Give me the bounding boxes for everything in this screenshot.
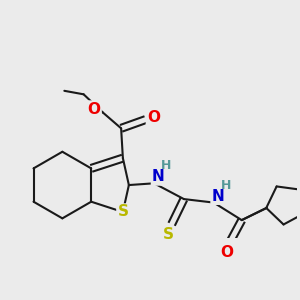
Text: N: N xyxy=(152,169,165,184)
Text: S: S xyxy=(163,227,174,242)
Text: S: S xyxy=(117,205,128,220)
Text: H: H xyxy=(161,159,172,172)
Text: O: O xyxy=(220,245,233,260)
Text: O: O xyxy=(147,110,160,125)
Text: O: O xyxy=(88,101,100,116)
Text: N: N xyxy=(212,189,224,204)
Text: H: H xyxy=(221,178,231,192)
